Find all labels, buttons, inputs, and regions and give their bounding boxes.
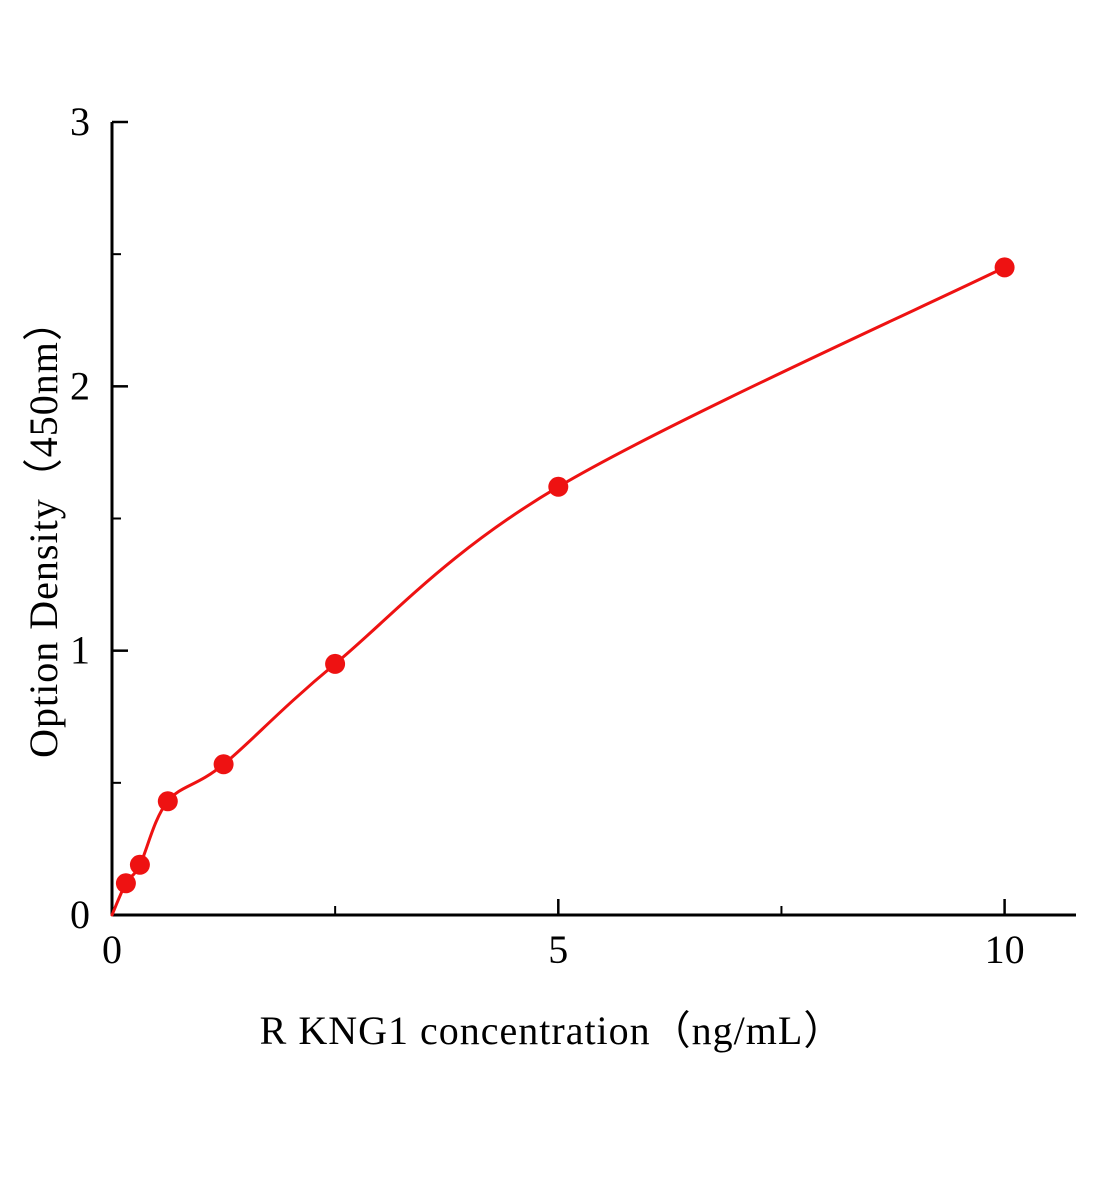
data-point [129, 854, 150, 875]
data-point [157, 791, 178, 812]
fit-curve [110, 265, 1007, 917]
y-tick-label: 3 [70, 99, 90, 144]
y-tick-label: 2 [70, 363, 90, 408]
data-point [115, 873, 136, 894]
data-point [325, 653, 346, 674]
x-tick-label: 5 [548, 927, 568, 972]
x-tick-label: 0 [102, 927, 122, 972]
x-tick-label: 10 [985, 927, 1025, 972]
y-tick-label: 0 [70, 892, 90, 937]
data-point [213, 754, 234, 775]
data-point [548, 476, 569, 497]
y-axis-label: Option Density（450nm） [21, 300, 66, 758]
y-tick-label: 1 [70, 628, 90, 673]
x-axis-label: R KNG1 concentration（ng/mL） [259, 1008, 845, 1053]
data-point [994, 257, 1015, 278]
